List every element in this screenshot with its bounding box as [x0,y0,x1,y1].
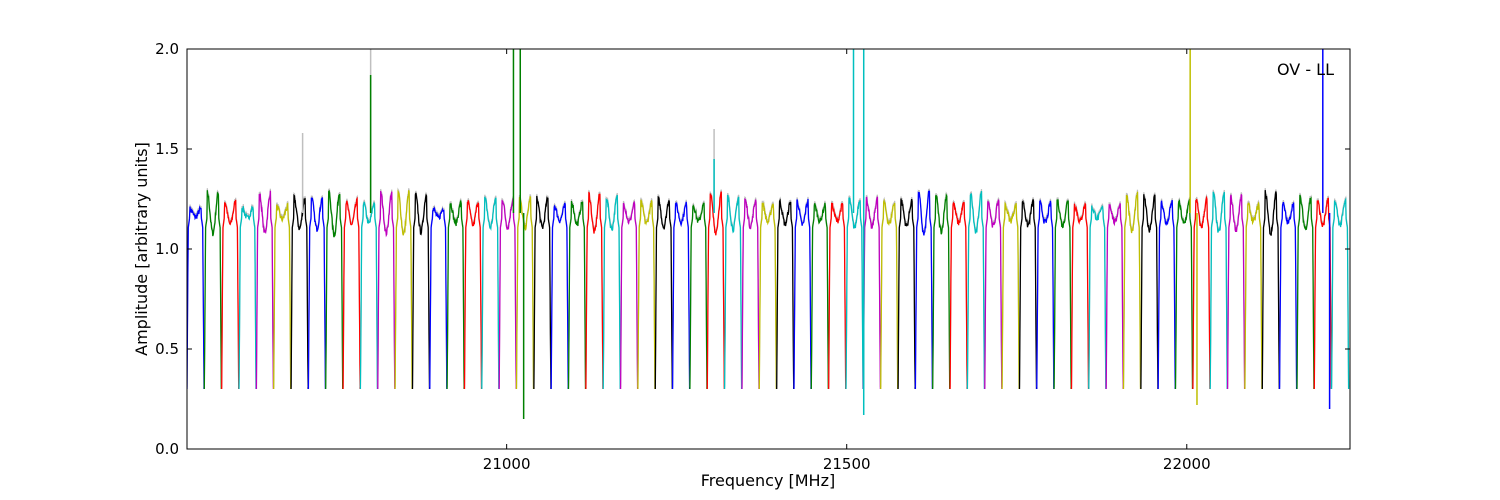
y-tick-label: 1.0 [155,240,179,258]
x-axis-label: Frequency [MHz] [701,471,835,490]
channel-line [845,197,864,390]
y-tick-label: 0.0 [155,440,179,458]
channel-line [1036,199,1055,390]
channel-line [187,205,205,390]
channel-line [203,190,222,390]
channel-line [1330,197,1350,390]
channel-line [221,199,240,390]
channel-line [741,198,760,390]
channel-line [619,200,639,390]
channel-line [1140,194,1159,390]
channel-line [880,198,899,390]
channel-line [429,206,448,390]
channel-line [1278,201,1298,390]
channel-line [255,190,275,390]
channel-line [949,201,968,390]
channel-line [515,196,535,390]
x-tick-label: 21000 [483,455,531,473]
channel-line [723,194,743,390]
channel-line [1244,201,1263,390]
channel-line [1209,191,1228,390]
channel-line [481,196,500,390]
channel-line [897,198,916,390]
channel-line [1192,195,1211,390]
channel-line [706,191,725,390]
channel-line [689,202,708,390]
y-tick-label: 2.0 [155,40,179,58]
channel-line [654,195,673,390]
channel-line [446,199,465,390]
x-axis-ticks: 21000 21500 22000 [483,49,1211,473]
channel-line [411,192,431,390]
channel-line [758,201,777,390]
channel-line [394,189,413,390]
channel-line [377,190,396,390]
channel-line [533,195,552,390]
channel-line [342,196,361,390]
channel-line [637,199,656,390]
channel-line [1157,200,1176,390]
channel-line [325,189,344,390]
channel-line [810,202,829,390]
y-tick-label: 0.5 [155,340,179,358]
channel-line [1313,197,1332,390]
channel-line [1122,191,1142,390]
channel-line [793,198,812,390]
channel-line [463,200,483,390]
channel-line [932,193,951,390]
channel-line [1296,194,1315,390]
x-tick-label: 22000 [1163,455,1211,473]
channel-line [862,196,882,390]
spike-layer [301,49,1331,419]
channel-line [1001,201,1020,390]
channel-line [1261,190,1280,390]
chart-annotation: OV - LL [1277,60,1334,79]
channel-line [602,194,621,390]
channel-line [914,190,934,390]
channel-line [550,202,569,390]
channel-line [966,191,986,390]
channel-line [1226,194,1246,390]
channel-line [1105,203,1124,390]
channel-line [1070,202,1090,390]
channel-line [1053,199,1072,390]
y-axis-label: Amplitude [arbitrary units] [132,142,151,356]
channel-line [1018,199,1038,390]
channel-line [359,201,379,390]
x-tick-label: 21500 [823,455,871,473]
channel-line [828,202,847,390]
channel-line [1088,205,1107,390]
y-axis-ticks: 0.0 0.5 1.0 1.5 2.0 [155,40,1350,458]
y-tick-label: 1.5 [155,140,179,158]
channel-line [307,197,327,390]
channel-line [671,201,691,390]
channel-line [585,191,604,390]
channel-line [567,200,587,390]
channel-line [776,198,795,390]
channel-line [290,193,309,390]
series-layer [187,187,1350,390]
channel-line [273,202,292,390]
channel-line [238,205,257,390]
channel-line [984,198,1003,390]
